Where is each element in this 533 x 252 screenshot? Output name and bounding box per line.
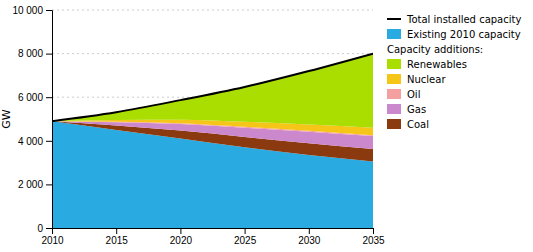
chart: 2010 2015 2020 2025 2030 2035 0 2 000 4 000 6 000…	[0, 0, 533, 252]
plot-area	[52, 54, 373, 228]
legend-swatch	[387, 104, 401, 114]
tick-mark	[116, 228, 117, 234]
grid-line	[52, 10, 373, 11]
tick: 2030	[298, 228, 321, 246]
tick-label: 2030	[298, 235, 321, 246]
legend-item: Renewables	[387, 59, 467, 70]
tick-label: 2025	[234, 235, 257, 246]
tick-mark	[46, 10, 52, 11]
tick-label: 6 000	[18, 92, 43, 103]
tick: 2010	[41, 228, 64, 246]
legend-swatch	[387, 59, 401, 69]
area	[52, 121, 373, 228]
tick-label: 10 000	[12, 5, 43, 16]
tick-mark	[46, 228, 52, 229]
tick-mark	[46, 141, 52, 142]
tick: 4 000	[18, 136, 52, 147]
tick-mark	[373, 228, 374, 234]
axis-line	[46, 11, 53, 229]
axis-line	[53, 229, 374, 235]
tick: 2020	[170, 228, 193, 246]
tick-label: 2035	[362, 235, 385, 246]
legend: Total installed capacity Existing 2010 ca…	[387, 14, 521, 130]
legend-label: Renewables	[407, 59, 467, 70]
legend-item: Total installed capacity	[387, 14, 521, 25]
legend-label: Total installed capacity	[406, 14, 521, 25]
legend-item: Oil	[387, 89, 420, 100]
area	[52, 54, 373, 128]
tick: 6 000	[18, 92, 52, 103]
legend-item: Existing 2010 capacity	[387, 29, 521, 40]
legend-swatch	[387, 119, 401, 129]
y-axis: 0 2 000 4 000 6 000 8 000 10 000	[12, 5, 52, 234]
legend-label: Existing 2010 capacity	[407, 29, 521, 40]
tick-mark	[46, 97, 52, 98]
tick-mark	[46, 54, 52, 55]
tick-label: 0	[37, 223, 43, 234]
legend-swatch	[387, 18, 401, 20]
tick-label: 8 000	[18, 48, 43, 59]
tick: 8 000	[18, 48, 52, 59]
legend-swatch	[387, 29, 401, 39]
tick: 2035	[362, 228, 385, 246]
tick-mark	[309, 228, 310, 234]
legend-label: Oil	[407, 89, 420, 100]
tick-mark	[46, 184, 52, 185]
legend-swatch	[387, 89, 401, 99]
tick: 2015	[106, 228, 129, 246]
legend-label: Nuclear	[407, 74, 446, 85]
legend-label: Gas	[407, 104, 426, 115]
grid	[52, 10, 373, 228]
total-line	[52, 54, 373, 122]
tick: 2 000	[18, 179, 52, 190]
tick-mark	[245, 228, 246, 234]
legend-item: Gas	[387, 104, 426, 115]
legend-item: Nuclear	[387, 74, 446, 85]
axis-title: GW	[0, 109, 13, 129]
legend-label: Coal	[407, 119, 429, 130]
grid-line	[52, 53, 373, 54]
x-axis: 2010 2015 2020 2025 2030 2035	[41, 228, 385, 246]
tick-label: 4 000	[18, 136, 43, 147]
tick-label: 2015	[106, 235, 129, 246]
tick-label: 2010	[41, 235, 64, 246]
legend-swatch	[387, 74, 401, 84]
plot: 2010 2015 2020 2025 2030 2035 0 2 000 4 000 6 000…	[0, 5, 385, 246]
legend-item: Capacity additions:	[387, 44, 483, 55]
legend-heading: Capacity additions:	[387, 44, 483, 55]
tick-label: 2 000	[18, 179, 43, 190]
tick: 0	[37, 223, 52, 234]
tick-label: 2020	[170, 235, 193, 246]
tick: 2025	[234, 228, 257, 246]
tick: 10 000	[12, 5, 52, 16]
legend-item: Coal	[387, 119, 429, 130]
tick-mark	[180, 228, 181, 234]
